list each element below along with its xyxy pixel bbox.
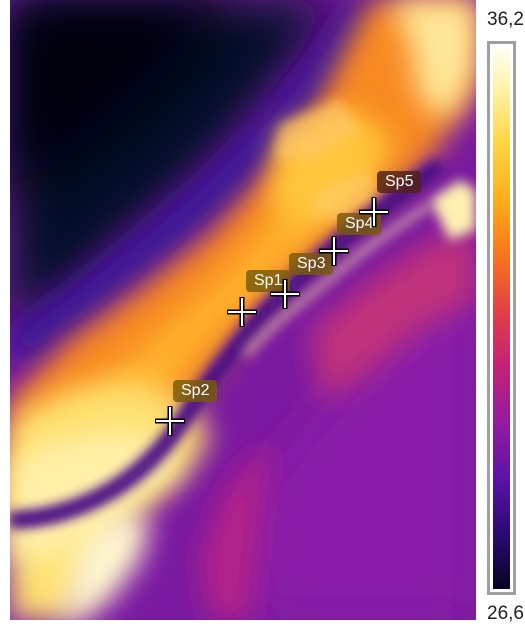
spot-label-sp5: Sp5 bbox=[377, 171, 422, 193]
scale-min-label: 26,6 bbox=[487, 603, 524, 624]
spot-label-sp1: Sp1 bbox=[246, 270, 291, 292]
thermal-image bbox=[10, 0, 476, 620]
spot-marker-sp2[interactable] bbox=[155, 406, 185, 436]
spot-label-sp2: Sp2 bbox=[173, 380, 218, 402]
spot-marker-sp3[interactable] bbox=[319, 236, 349, 266]
spot-label-sp3: Sp3 bbox=[289, 253, 334, 275]
color-scale-bar bbox=[487, 41, 516, 595]
spot-marker-sp5[interactable] bbox=[359, 197, 389, 227]
color-scale-gradient bbox=[493, 47, 510, 589]
spot-marker-sp1-secondary[interactable] bbox=[227, 297, 257, 327]
scale-max-label: 36,2 bbox=[487, 9, 524, 30]
spot-marker-sp1[interactable] bbox=[270, 279, 300, 309]
spot-label-sp4: Sp4 bbox=[337, 213, 382, 235]
